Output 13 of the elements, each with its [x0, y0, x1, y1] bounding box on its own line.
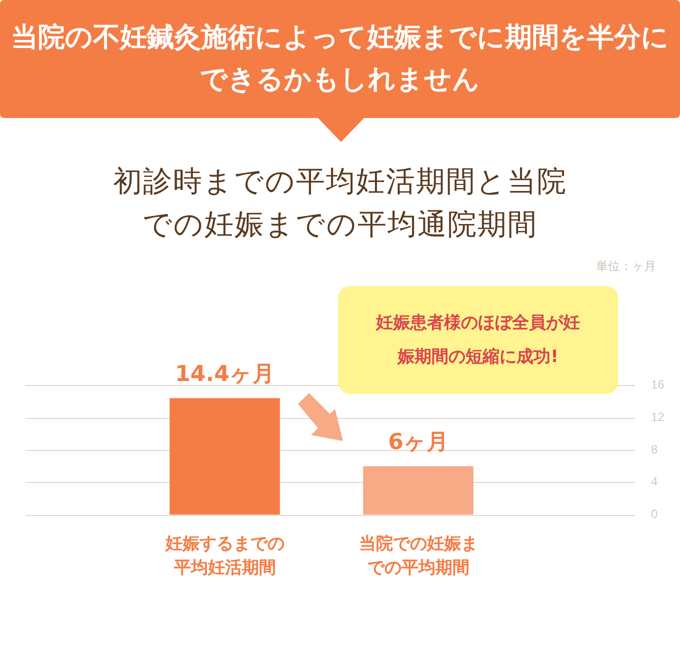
data-label: 14.4ヶ月: [175, 362, 274, 387]
y-tick-label: 4: [651, 474, 658, 489]
x-tick-label: 当院での妊娠までの平均期間: [358, 534, 478, 578]
data-label: 6ヶ月: [388, 430, 448, 455]
text: 単位：ヶ月: [596, 258, 656, 275]
y-tick-label: 16: [651, 378, 665, 392]
x-tick-label: 妊娠するまでの平均妊活期間: [164, 534, 284, 578]
y-tick-label: 8: [651, 442, 658, 456]
chart-title: 当院の不妊鍼灸施術によって妊娠までに期間を半分にできるかもしれません: [0, 0, 680, 118]
y-tick-label: 0: [651, 507, 658, 522]
callout: 妊娠患者様のほぼ全員が妊娠期間の短縮に成功!: [338, 286, 618, 394]
y-tick-label: 12: [651, 410, 665, 424]
chart-subtitle: 初診時までの平均妊活期間と当院での妊娠までの平均通院期間: [112, 163, 568, 243]
